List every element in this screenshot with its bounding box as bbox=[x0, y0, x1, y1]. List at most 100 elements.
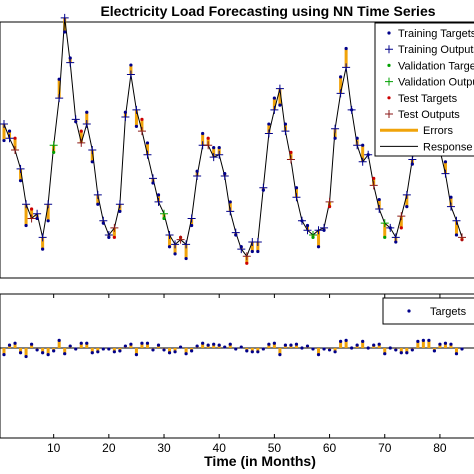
error-point bbox=[350, 346, 354, 350]
error-point bbox=[438, 342, 442, 346]
error-point bbox=[339, 339, 343, 343]
target-point bbox=[90, 160, 94, 164]
target-point bbox=[289, 150, 293, 154]
error-point bbox=[63, 352, 67, 356]
x-tick-label: 60 bbox=[323, 441, 337, 455]
response-line bbox=[3, 17, 463, 258]
legend-bottom: Targets bbox=[382, 297, 474, 325]
output-point bbox=[66, 58, 75, 67]
legend-label: Errors bbox=[423, 125, 453, 137]
target-point bbox=[134, 124, 139, 128]
chart-title: Electricity Load Forecasting using NN Ti… bbox=[100, 3, 435, 19]
legend-label: Training Outputs bbox=[398, 44, 474, 56]
target-point bbox=[256, 249, 260, 254]
output-point bbox=[353, 141, 362, 150]
error-bars-bottom bbox=[2, 338, 464, 359]
target-point bbox=[272, 96, 276, 100]
error-point bbox=[18, 351, 23, 355]
output-point bbox=[292, 193, 301, 202]
x-tick-label: 10 bbox=[47, 441, 61, 455]
output-point bbox=[342, 63, 351, 72]
error-point bbox=[112, 350, 116, 354]
output-point bbox=[369, 181, 378, 190]
target-point bbox=[151, 181, 155, 185]
target-point bbox=[217, 146, 221, 150]
target-point bbox=[372, 176, 376, 180]
error-point bbox=[184, 352, 188, 356]
output-point bbox=[110, 223, 119, 232]
error-point bbox=[388, 346, 392, 350]
target-point bbox=[57, 77, 61, 81]
error-point bbox=[245, 349, 249, 353]
output-point bbox=[331, 124, 340, 133]
target-point bbox=[129, 63, 133, 67]
output-point bbox=[391, 233, 400, 242]
output-point bbox=[286, 155, 295, 164]
error-point bbox=[278, 353, 282, 357]
error-point bbox=[361, 339, 365, 343]
output-point bbox=[452, 216, 461, 225]
error-point bbox=[206, 343, 210, 347]
output-point bbox=[375, 205, 384, 213]
legend-marker bbox=[387, 96, 391, 100]
output-point bbox=[446, 202, 455, 211]
output-point bbox=[408, 155, 417, 164]
legend-marker bbox=[387, 31, 391, 35]
target-point bbox=[7, 129, 12, 133]
output-point bbox=[193, 171, 202, 180]
x-tick-label: 80 bbox=[433, 441, 447, 455]
error-point bbox=[261, 347, 265, 351]
error-point bbox=[372, 343, 376, 347]
output-point bbox=[187, 214, 196, 223]
error-point bbox=[118, 349, 122, 353]
x-axis-ticks: 10 20 30 40 50 60 70 80 bbox=[47, 294, 447, 455]
error-point bbox=[212, 342, 216, 346]
target-point bbox=[327, 205, 332, 209]
output-point bbox=[237, 245, 246, 254]
x-tick-label: 70 bbox=[378, 441, 392, 455]
target-point bbox=[339, 75, 343, 79]
legend-label: Training Targets bbox=[398, 28, 474, 40]
error-point bbox=[57, 338, 61, 342]
target-point bbox=[206, 136, 210, 140]
target-point bbox=[377, 197, 381, 202]
output-point bbox=[88, 146, 97, 154]
output-point bbox=[16, 164, 25, 173]
error-point bbox=[167, 351, 172, 355]
target-point bbox=[162, 216, 166, 221]
error-point bbox=[311, 347, 315, 351]
output-point bbox=[259, 183, 268, 192]
target-point bbox=[96, 202, 100, 206]
error-point bbox=[327, 348, 332, 352]
output-point bbox=[77, 138, 86, 147]
target-point bbox=[85, 110, 89, 114]
error-point bbox=[344, 338, 348, 342]
output-point bbox=[0, 120, 8, 129]
output-point bbox=[165, 230, 174, 239]
target-point bbox=[41, 247, 45, 251]
error-point bbox=[443, 341, 448, 345]
x-tick-label: 50 bbox=[268, 441, 282, 455]
error-point bbox=[217, 343, 221, 347]
error-point bbox=[300, 346, 304, 350]
output-point bbox=[154, 197, 163, 206]
error-point bbox=[90, 351, 94, 355]
target-point bbox=[18, 179, 23, 183]
error-point bbox=[460, 347, 464, 351]
error-point bbox=[283, 343, 288, 347]
error-point bbox=[24, 354, 28, 359]
output-point bbox=[253, 238, 262, 247]
error-point bbox=[79, 341, 83, 345]
legend-marker bbox=[385, 45, 393, 54]
output-point bbox=[137, 127, 146, 136]
error-point bbox=[256, 350, 260, 354]
target-point bbox=[190, 223, 194, 228]
error-point bbox=[449, 342, 453, 346]
legend-label: Response bbox=[423, 141, 473, 153]
legend-label: Validation Targets bbox=[398, 60, 474, 72]
error-point bbox=[267, 342, 271, 346]
error-point bbox=[427, 338, 431, 342]
output-point bbox=[38, 233, 47, 242]
target-point bbox=[283, 122, 288, 126]
output-point bbox=[11, 146, 20, 154]
